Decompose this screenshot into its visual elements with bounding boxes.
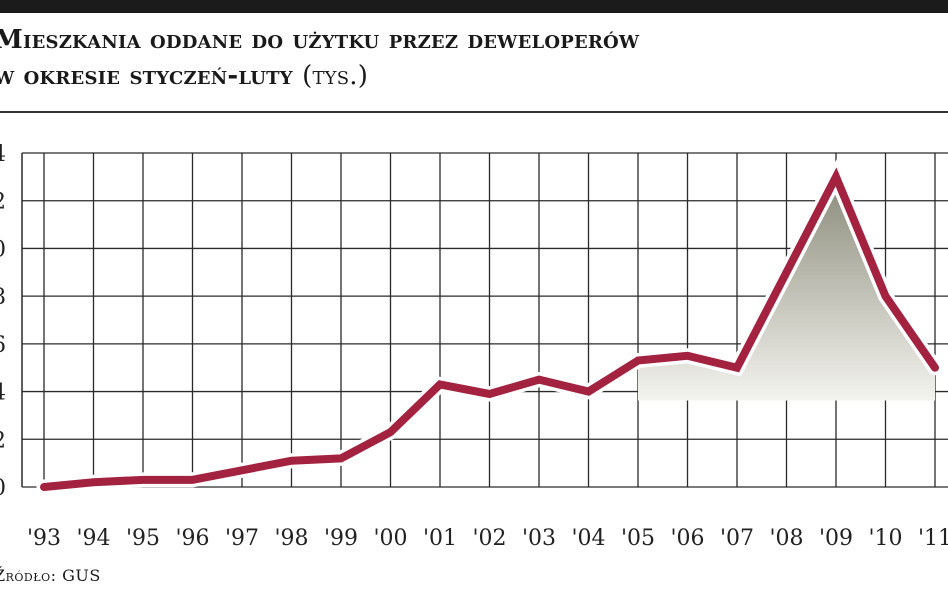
data-point (736, 367, 738, 369)
x-tick-label: '00 (373, 526, 407, 551)
data-point (291, 460, 292, 462)
data-point (439, 383, 441, 385)
chart-title: Mieszkania oddane do użytku przez dewelo… (0, 22, 639, 94)
x-tick-label: '98 (274, 526, 308, 551)
data-point (241, 469, 243, 471)
title-line-2: w okresie styczeń-luty (0, 61, 293, 91)
x-tick-label: '97 (225, 526, 259, 551)
x-tick-label: '94 (76, 526, 110, 551)
data-point (934, 367, 936, 369)
line-chart: 14121086420 '93'94'95'96'97'98'99'00'01'… (0, 142, 948, 551)
y-tick-label: 12 (0, 190, 6, 215)
data-point (687, 355, 688, 357)
data-point (43, 486, 45, 488)
x-tick-label: '02 (472, 526, 506, 551)
area-fill (638, 176, 935, 401)
y-tick-label: 8 (0, 285, 6, 310)
data-point (390, 431, 391, 433)
x-tick-label: '01 (423, 526, 457, 551)
x-tick-label: '99 (324, 526, 358, 551)
data-point (538, 379, 540, 381)
data-point (786, 271, 787, 273)
x-tick-label: '08 (769, 526, 803, 551)
x-tick-label: '09 (819, 526, 853, 551)
x-tick-label: '04 (571, 526, 605, 551)
title-line-1: Mieszkania oddane do użytku przez dewelo… (0, 25, 640, 55)
top-bar (0, 0, 948, 13)
y-tick-label: 14 (0, 142, 6, 167)
data-point (885, 295, 886, 297)
x-tick-label: '93 (27, 526, 61, 551)
shaded-area (638, 176, 935, 401)
x-axis-ticks: '93 '94 '95 '96 '97 '98 '99 '00 '01 '02 '03 '04 '05 '… (27, 526, 948, 551)
y-tick-label: 2 (0, 428, 6, 453)
title-divider (0, 111, 948, 113)
series-line (36, 159, 943, 495)
x-tick-label: '07 (720, 526, 754, 551)
data-point (142, 479, 144, 481)
data-point (192, 479, 193, 481)
source-note: Źródło: GUS (0, 566, 101, 585)
data-point (93, 481, 94, 483)
data-point (340, 457, 342, 459)
y-axis-ticks: 14 12 10 8 6 4 2 0 (0, 142, 6, 501)
data-point (637, 360, 639, 362)
x-tick-label: '10 (868, 526, 902, 551)
x-tick-label: '11 (918, 526, 948, 551)
y-tick-label: 10 (0, 237, 6, 262)
x-tick-label: '03 (522, 526, 556, 551)
x-tick-label: '05 (621, 526, 655, 551)
x-tick-label: '96 (175, 526, 209, 551)
x-tick-label: '06 (670, 526, 704, 551)
data-point (489, 393, 490, 395)
title-unit: (tys.) (302, 61, 369, 91)
y-tick-label: 6 (0, 333, 6, 358)
y-tick-label: 0 (0, 476, 6, 501)
data-point (835, 176, 837, 178)
data-point (588, 391, 589, 393)
y-tick-label: 4 (0, 381, 6, 406)
x-tick-label: '95 (126, 526, 160, 551)
